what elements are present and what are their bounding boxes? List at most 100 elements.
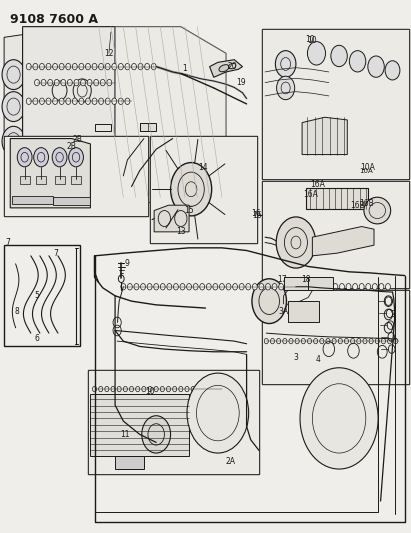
Circle shape: [171, 163, 212, 216]
Circle shape: [41, 79, 46, 86]
Circle shape: [2, 126, 25, 156]
Text: 12: 12: [104, 49, 114, 58]
Circle shape: [226, 284, 231, 290]
Bar: [53, 197, 90, 205]
Circle shape: [359, 284, 364, 290]
Text: 1: 1: [182, 64, 187, 72]
Circle shape: [17, 148, 32, 167]
Text: 3A: 3A: [279, 308, 289, 316]
Circle shape: [99, 98, 104, 104]
Text: 16B: 16B: [360, 199, 374, 208]
Circle shape: [134, 284, 139, 290]
Circle shape: [46, 98, 51, 104]
Circle shape: [118, 63, 123, 70]
Text: 6: 6: [35, 334, 39, 343]
Circle shape: [54, 79, 59, 86]
Circle shape: [167, 284, 172, 290]
Text: 16B: 16B: [350, 201, 365, 209]
Circle shape: [67, 79, 72, 86]
Bar: [95, 124, 111, 131]
Ellipse shape: [364, 197, 390, 224]
Text: 10A: 10A: [360, 164, 375, 172]
Circle shape: [151, 63, 156, 70]
Bar: [115, 456, 144, 469]
Circle shape: [87, 79, 92, 86]
Circle shape: [213, 284, 218, 290]
Circle shape: [326, 284, 331, 290]
Circle shape: [368, 56, 384, 77]
Bar: [90, 394, 189, 456]
Text: 5: 5: [35, 292, 39, 300]
Text: 9: 9: [125, 260, 130, 268]
Circle shape: [99, 63, 104, 70]
Circle shape: [72, 63, 77, 70]
Bar: [71, 176, 81, 184]
Circle shape: [372, 284, 377, 290]
Circle shape: [125, 98, 130, 104]
Bar: [12, 196, 53, 204]
Polygon shape: [4, 149, 23, 213]
Circle shape: [69, 148, 83, 167]
Text: 13: 13: [176, 228, 186, 236]
Circle shape: [121, 284, 126, 290]
Polygon shape: [115, 27, 226, 203]
Polygon shape: [312, 227, 374, 256]
Circle shape: [292, 284, 297, 290]
Bar: [20, 176, 30, 184]
Text: 16: 16: [252, 212, 262, 220]
Bar: [55, 176, 65, 184]
Circle shape: [233, 284, 238, 290]
Circle shape: [79, 98, 84, 104]
Text: 10: 10: [305, 36, 315, 44]
Circle shape: [385, 61, 400, 80]
Bar: [308, 277, 333, 290]
Bar: [4, 245, 80, 346]
Bar: [262, 181, 409, 288]
Bar: [4, 136, 148, 216]
Circle shape: [138, 63, 143, 70]
Circle shape: [66, 63, 71, 70]
Circle shape: [46, 63, 51, 70]
Circle shape: [2, 60, 25, 90]
Bar: [4, 136, 148, 216]
Text: 20: 20: [227, 62, 237, 70]
Circle shape: [61, 79, 66, 86]
Circle shape: [379, 284, 384, 290]
Circle shape: [307, 284, 312, 290]
Circle shape: [2, 92, 25, 122]
Circle shape: [145, 63, 150, 70]
Circle shape: [285, 284, 290, 290]
Text: 10: 10: [307, 36, 317, 45]
Bar: [140, 123, 156, 131]
Text: 10A: 10A: [359, 168, 373, 174]
Circle shape: [53, 63, 58, 70]
Circle shape: [313, 284, 318, 290]
Circle shape: [193, 284, 198, 290]
Circle shape: [307, 42, 326, 65]
Circle shape: [349, 51, 366, 72]
Polygon shape: [210, 60, 242, 77]
Circle shape: [266, 284, 270, 290]
Circle shape: [39, 98, 44, 104]
Circle shape: [252, 284, 257, 290]
Text: 19: 19: [236, 78, 246, 87]
Circle shape: [66, 98, 71, 104]
Text: 7: 7: [5, 238, 10, 247]
Circle shape: [107, 79, 112, 86]
Circle shape: [72, 98, 77, 104]
Circle shape: [331, 45, 347, 67]
Text: 2B: 2B: [73, 135, 83, 144]
Text: 2B: 2B: [67, 142, 77, 151]
Polygon shape: [154, 205, 189, 232]
Circle shape: [277, 76, 295, 100]
Bar: [262, 29, 409, 179]
Circle shape: [320, 284, 325, 290]
Circle shape: [386, 284, 390, 290]
Circle shape: [246, 284, 251, 290]
Circle shape: [132, 63, 136, 70]
Text: 16A: 16A: [303, 190, 318, 199]
Text: 4: 4: [316, 356, 321, 364]
Circle shape: [100, 79, 105, 86]
Bar: [88, 370, 259, 474]
Circle shape: [127, 284, 132, 290]
